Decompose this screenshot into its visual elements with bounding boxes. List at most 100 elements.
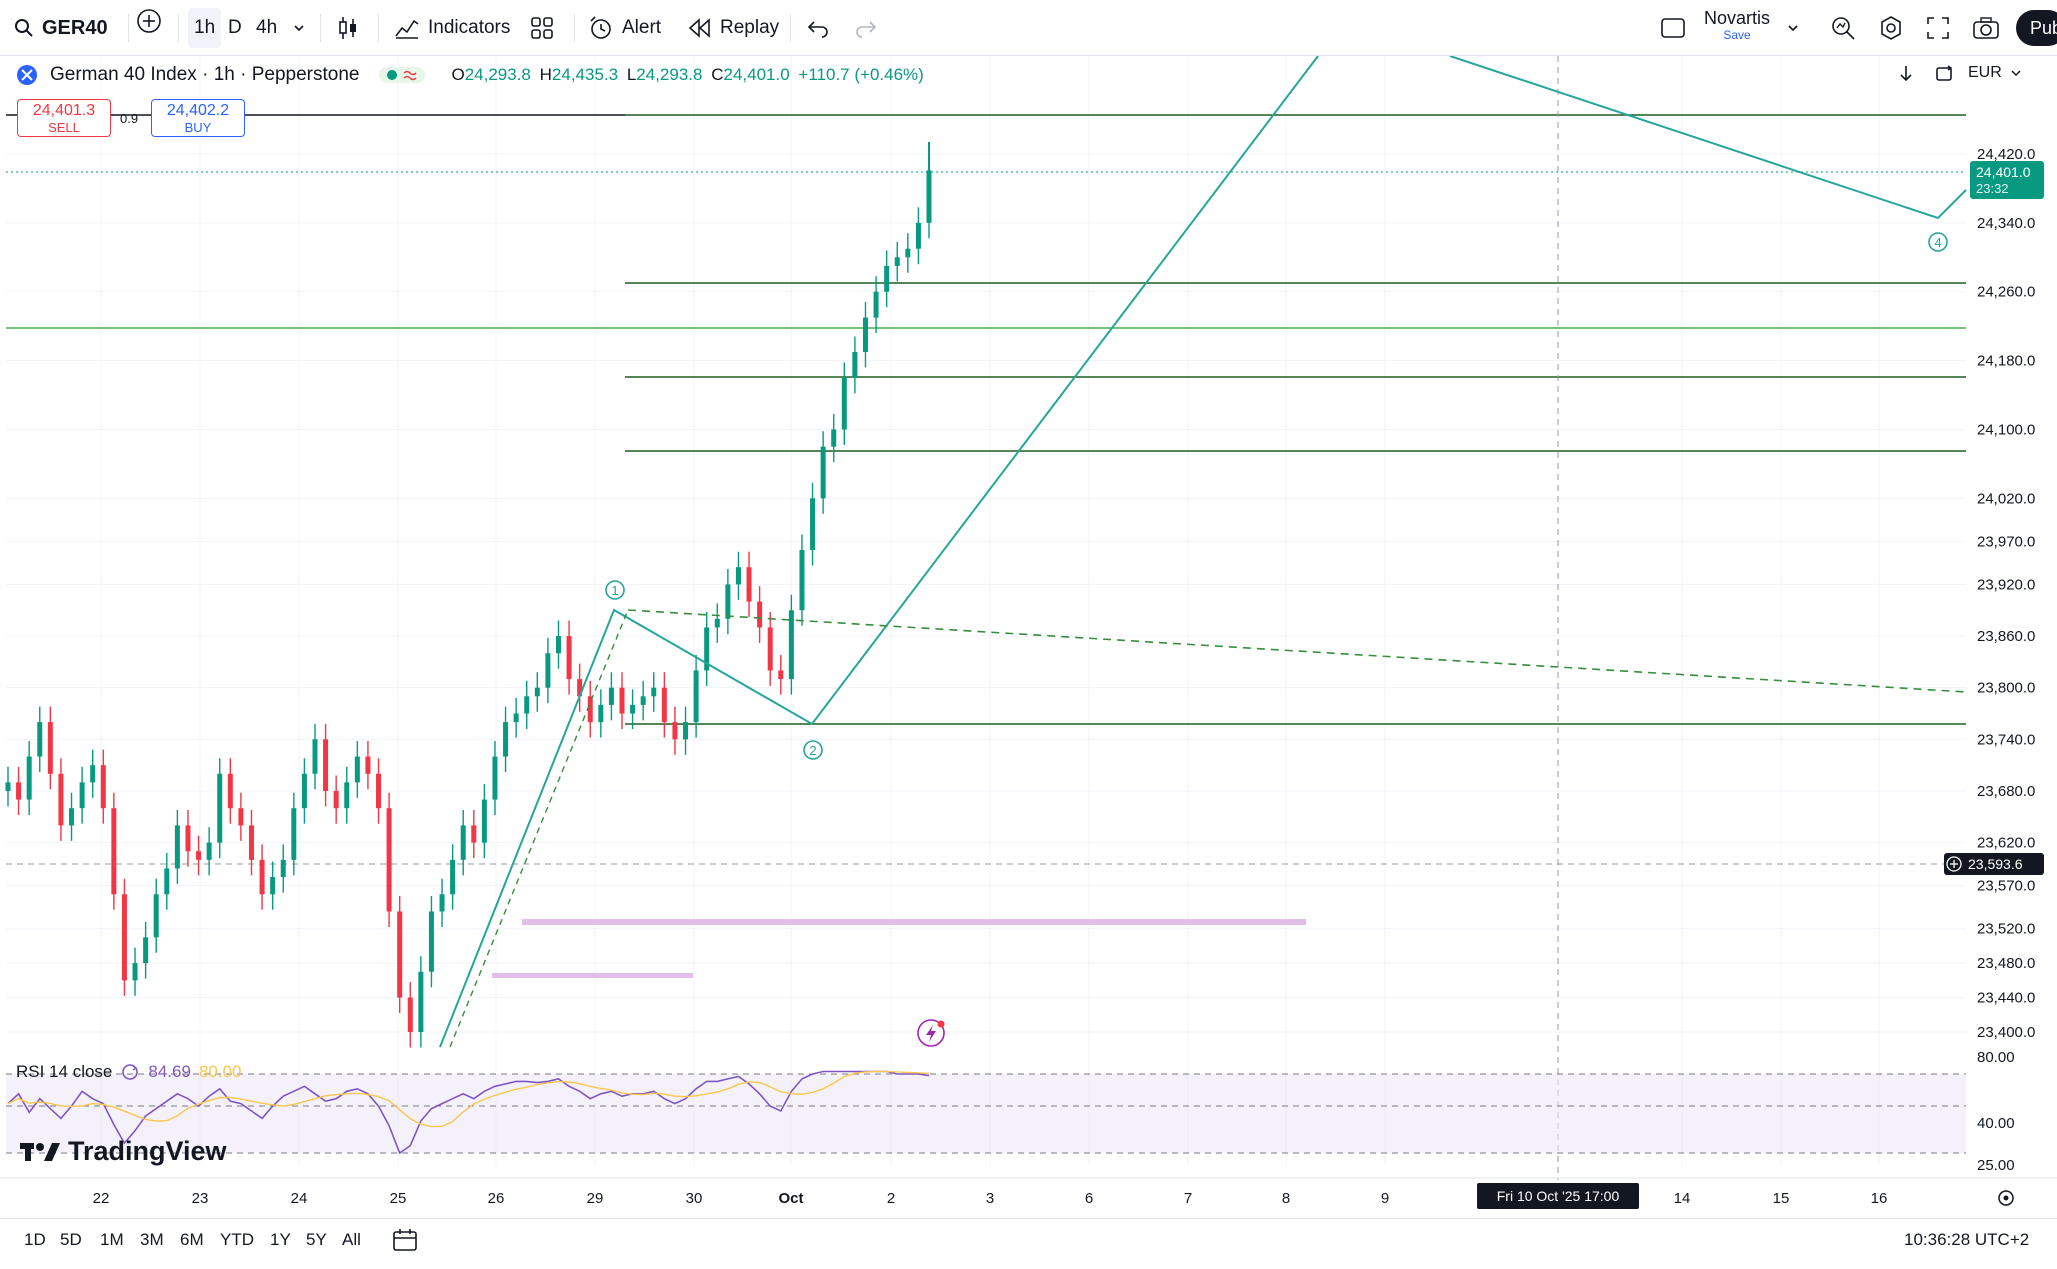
range-5d[interactable]: 5D bbox=[60, 1230, 82, 1249]
candle bbox=[397, 895, 403, 1014]
sell-button[interactable]: 24,401.3 SELL bbox=[17, 99, 111, 137]
quick-search-button[interactable] bbox=[1830, 8, 1856, 48]
time-tick-label: 29 bbox=[587, 1190, 604, 1207]
candle-body bbox=[206, 842, 212, 860]
candle-body bbox=[270, 877, 276, 895]
timeframe-1h[interactable]: 1h bbox=[188, 8, 222, 48]
brand-name: TradingView bbox=[68, 1136, 227, 1166]
candle-body bbox=[217, 773, 223, 843]
market-status-badge[interactable] bbox=[379, 67, 426, 83]
candle bbox=[778, 654, 784, 695]
timeframe-4h[interactable]: 4h bbox=[256, 8, 277, 48]
bottom-toolbar bbox=[0, 1218, 2057, 1262]
compare-button[interactable] bbox=[136, 8, 162, 34]
publish-button[interactable]: Pub bbox=[2016, 10, 2057, 46]
candle bbox=[757, 586, 763, 643]
snapshot-button[interactable] bbox=[1972, 8, 2000, 48]
chart-type-button[interactable] bbox=[336, 8, 360, 48]
candle bbox=[788, 594, 794, 695]
wave-number: 4 bbox=[1934, 235, 1941, 250]
alert-button[interactable]: Alert bbox=[588, 8, 661, 48]
crosshair-price-badge bbox=[1944, 853, 2044, 875]
replay-button[interactable]: Replay bbox=[688, 8, 779, 48]
undo-button[interactable] bbox=[806, 8, 830, 48]
close-value: 24,401.0 bbox=[723, 65, 790, 84]
time-tick-label: 23 bbox=[192, 1190, 209, 1207]
candle-body bbox=[799, 549, 805, 611]
divider bbox=[378, 14, 379, 42]
candle-body bbox=[831, 429, 837, 447]
candle-body bbox=[174, 825, 180, 869]
candle bbox=[100, 749, 106, 824]
candles bbox=[5, 142, 932, 1048]
candle-body bbox=[323, 739, 329, 791]
price-tick-label: 23,860.0 bbox=[1977, 628, 2035, 645]
layout-name-label: Novartis bbox=[1704, 8, 1771, 28]
range-1m[interactable]: 1M bbox=[100, 1230, 124, 1249]
currency-selector[interactable]: EUR bbox=[1968, 64, 2022, 82]
candle bbox=[820, 431, 826, 514]
candle-body bbox=[651, 687, 657, 697]
rsi-line bbox=[7, 1070, 930, 1155]
candle-body bbox=[301, 773, 307, 809]
layout-dropdown[interactable] bbox=[1786, 8, 1800, 48]
date-range-button[interactable] bbox=[392, 1228, 418, 1257]
candle bbox=[196, 835, 202, 876]
candle-body bbox=[598, 704, 604, 723]
high-label: H bbox=[539, 65, 552, 84]
buy-button[interactable]: 24,402.2 BUY bbox=[151, 99, 245, 137]
square-icon bbox=[1661, 18, 1685, 38]
range-3m[interactable]: 3M bbox=[140, 1230, 164, 1249]
scroll-down-button[interactable] bbox=[1898, 64, 1914, 89]
redo-button[interactable] bbox=[854, 8, 878, 48]
price-tick-label: 23,400.0 bbox=[1977, 1024, 2035, 1041]
range-5y[interactable]: 5Y bbox=[306, 1230, 327, 1249]
indicators-button[interactable]: Indicators bbox=[394, 8, 510, 48]
rsi-value: 84.69 bbox=[148, 1062, 191, 1081]
auto-scale-button[interactable] bbox=[1934, 64, 1954, 89]
range-ytd[interactable]: YTD bbox=[220, 1230, 254, 1249]
tradingview-logo: TradingView bbox=[20, 1136, 227, 1167]
candle bbox=[439, 878, 445, 927]
candle bbox=[545, 637, 551, 704]
dot-icon bbox=[387, 70, 398, 80]
range-6m[interactable]: 6M bbox=[180, 1230, 204, 1249]
candle-body bbox=[238, 808, 244, 826]
candle bbox=[259, 844, 265, 910]
range-1y[interactable]: 1Y bbox=[270, 1230, 291, 1249]
candle-body bbox=[672, 722, 678, 740]
candle-body bbox=[757, 601, 763, 628]
alert-dot bbox=[937, 1020, 945, 1028]
timeframe-dropdown[interactable] bbox=[292, 8, 306, 48]
candle bbox=[524, 680, 530, 730]
layout-checkbox[interactable] bbox=[1660, 8, 1686, 48]
rsi-tick-label: 25.00 bbox=[1977, 1157, 2015, 1174]
candle-body bbox=[291, 808, 297, 860]
candle-body bbox=[587, 696, 593, 723]
templates-button[interactable] bbox=[530, 8, 554, 48]
symbol-search[interactable]: GER40 bbox=[14, 8, 108, 48]
settings-button[interactable] bbox=[1878, 8, 1904, 48]
candle bbox=[323, 723, 329, 807]
clock[interactable]: 10:36:28 UTC+2 bbox=[1904, 1230, 2030, 1249]
fullscreen-button[interactable] bbox=[1926, 8, 1950, 48]
range-1d[interactable]: 1D bbox=[24, 1230, 46, 1249]
candlestick-icon bbox=[339, 17, 356, 39]
range-all[interactable]: All bbox=[342, 1230, 361, 1249]
symbol-title[interactable]: German 40 Index · 1h · Pepperstone bbox=[50, 64, 360, 85]
price-tick-label: 23,800.0 bbox=[1977, 680, 2035, 697]
candle bbox=[555, 620, 561, 669]
rsi-band bbox=[6, 1074, 1966, 1153]
time-tick-label: 14 bbox=[1674, 1190, 1691, 1207]
rsi-label[interactable]: RSI 14 close bbox=[16, 1062, 113, 1081]
candle bbox=[185, 809, 191, 867]
candle bbox=[47, 706, 53, 790]
layout-name[interactable]: Novartis Save bbox=[1704, 8, 1771, 44]
timeframe-d[interactable]: D bbox=[228, 8, 242, 48]
last-price-badge bbox=[1970, 161, 2044, 199]
candle bbox=[503, 706, 509, 773]
change-value: +110.7 (+0.46%) bbox=[798, 65, 924, 84]
candle-body bbox=[492, 756, 498, 800]
candle-body bbox=[894, 257, 900, 266]
